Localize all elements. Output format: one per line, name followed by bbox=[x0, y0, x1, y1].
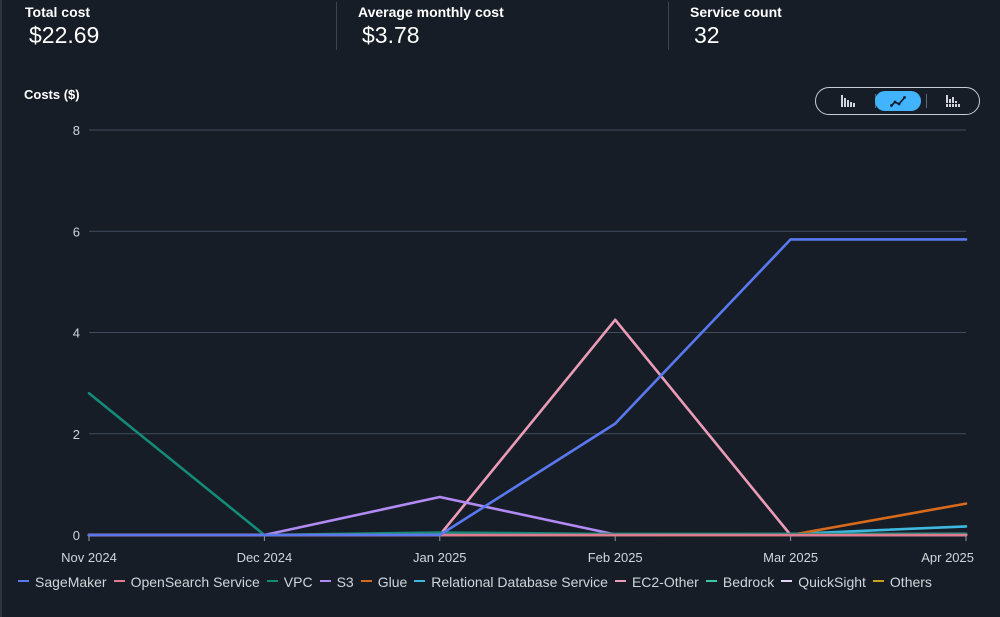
total-cost-label: Total cost bbox=[25, 4, 91, 20]
x-tick-label: Jan 2025 bbox=[413, 550, 467, 565]
legend-swatch bbox=[319, 580, 331, 583]
legend-label: EC2-Other bbox=[631, 574, 699, 590]
series-line-glue bbox=[87, 502, 968, 537]
legend-label: S3 bbox=[336, 574, 354, 590]
y-tick-label: 0 bbox=[73, 528, 80, 543]
metric-divider bbox=[336, 2, 337, 50]
legend-item-ec2-other[interactable]: EC2-Other bbox=[614, 574, 699, 591]
legend-swatch bbox=[781, 580, 793, 583]
x-tick-label: Feb 2025 bbox=[588, 550, 643, 565]
legend-swatch bbox=[414, 580, 426, 583]
legend-swatch bbox=[360, 580, 372, 583]
stacked-bar-chart-button[interactable] bbox=[930, 91, 976, 111]
legend-swatch bbox=[705, 580, 717, 583]
metric-divider bbox=[668, 2, 669, 50]
legend-label: QuickSight bbox=[798, 574, 866, 590]
left-border bbox=[0, 0, 2, 617]
legend-label: SageMaker bbox=[35, 574, 107, 590]
legend-item-sagemaker[interactable]: SageMaker bbox=[18, 574, 107, 591]
legend-item-bedrock[interactable]: Bedrock bbox=[705, 574, 775, 591]
bar-chart-icon bbox=[841, 95, 855, 107]
legend-swatch bbox=[113, 580, 125, 583]
legend-item-vpc[interactable]: VPC bbox=[266, 574, 313, 591]
toggle-divider bbox=[926, 94, 927, 108]
average-monthly-cost-label: Average monthly cost bbox=[358, 4, 504, 20]
legend-label: VPC bbox=[283, 574, 313, 590]
y-tick-label: 6 bbox=[73, 224, 80, 239]
y-tick-label: 4 bbox=[73, 326, 80, 341]
series-line-ec2-other bbox=[87, 318, 968, 537]
y-tick-label: 8 bbox=[73, 123, 80, 138]
x-tick-label: Mar 2025 bbox=[763, 550, 818, 565]
legend-item-quicksight[interactable]: QuickSight bbox=[781, 574, 866, 591]
legend-item-relational-database-service[interactable]: Relational Database Service bbox=[414, 574, 608, 591]
y-axis-label: Costs ($) bbox=[24, 87, 80, 102]
legend-label: Others bbox=[889, 574, 932, 590]
series-line-vpc bbox=[87, 391, 968, 537]
stacked-bar-chart-icon bbox=[946, 95, 960, 107]
service-count-value: 32 bbox=[694, 22, 720, 48]
chart-legend: SageMaker OpenSearch Service VPC S3 Glue Rela… bbox=[18, 574, 978, 596]
legend-item-others[interactable]: Others bbox=[872, 574, 932, 591]
series-line-s3 bbox=[87, 495, 968, 537]
legend-label: Bedrock bbox=[722, 574, 775, 590]
line-chart-icon bbox=[890, 96, 906, 107]
legend-swatch bbox=[614, 580, 626, 583]
x-tick-label: Dec 2024 bbox=[237, 550, 293, 565]
total-cost-value: $22.69 bbox=[29, 22, 100, 48]
legend-item-glue[interactable]: Glue bbox=[360, 574, 408, 591]
x-tick-label: Nov 2024 bbox=[61, 550, 117, 565]
legend-label: Relational Database Service bbox=[431, 574, 608, 590]
x-tick-label: Apr 2025 bbox=[921, 550, 974, 565]
legend-label: Glue bbox=[377, 574, 408, 590]
legend-swatch bbox=[266, 580, 278, 583]
legend-swatch bbox=[872, 580, 884, 583]
legend-label: OpenSearch Service bbox=[130, 574, 260, 590]
bar-chart-button[interactable] bbox=[825, 91, 871, 111]
y-tick-label: 2 bbox=[73, 427, 80, 442]
legend-item-s3[interactable]: S3 bbox=[319, 574, 354, 591]
line-chart-button[interactable] bbox=[875, 91, 921, 111]
service-count-label: Service count bbox=[690, 4, 782, 20]
legend-swatch bbox=[18, 580, 29, 583]
chart-type-toggle bbox=[815, 87, 980, 115]
cost-summary: Total cost $22.69 Average monthly cost $… bbox=[0, 0, 1000, 52]
series-line-sagemaker bbox=[87, 238, 968, 537]
average-monthly-cost-value: $3.78 bbox=[362, 22, 420, 48]
legend-item-opensearch-service[interactable]: OpenSearch Service bbox=[113, 574, 260, 591]
